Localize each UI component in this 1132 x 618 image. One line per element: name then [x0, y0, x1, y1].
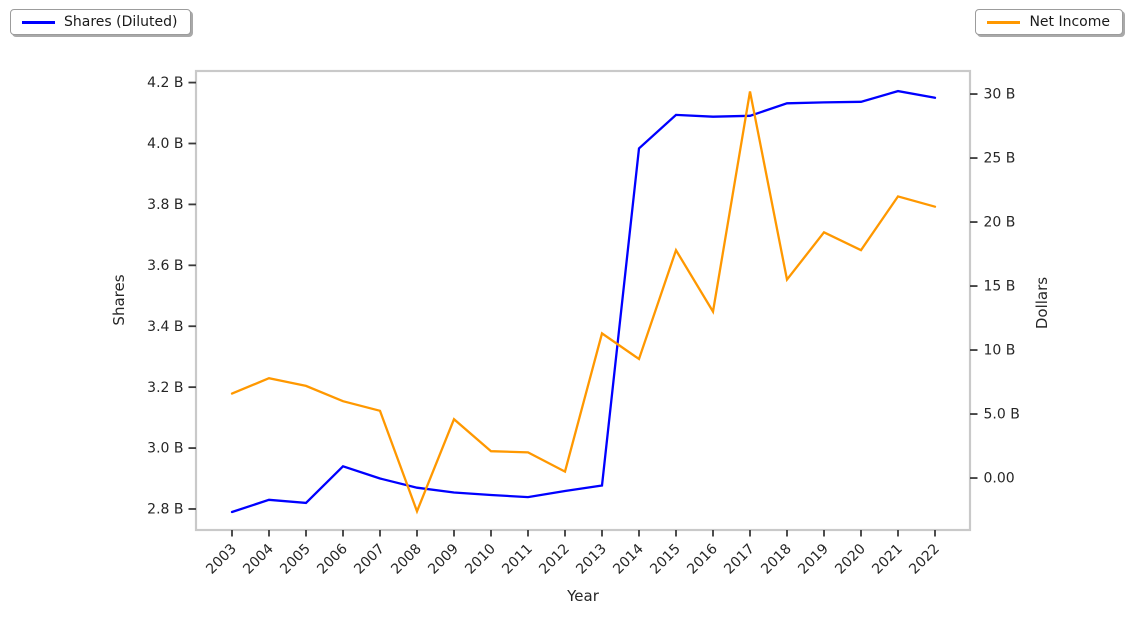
left-axis-title: Shares [110, 274, 128, 325]
x-axis-tick-label: 2021 [869, 541, 906, 578]
x-axis-tick-label: 2009 [425, 541, 462, 578]
x-axis-tick-label: 2020 [832, 541, 869, 578]
left-axis-tick-label: 3.0 B [147, 441, 183, 457]
legend-net-income-label: Net Income [1029, 14, 1110, 30]
legend-net-income: Net Income [975, 9, 1123, 35]
x-axis-tick-label: 2003 [203, 541, 240, 578]
x-axis-tick-label: 2004 [240, 541, 277, 578]
left-axis-tick-label: 4.0 B [147, 136, 183, 152]
right-axis-title: Dollars [1033, 277, 1051, 329]
x-axis-tick-label: 2007 [351, 541, 388, 578]
x-axis-tick-label: 2014 [610, 541, 647, 578]
right-axis-tick-label: 25 B [984, 151, 1016, 167]
x-axis-tick-label: 2011 [499, 541, 536, 578]
x-axis-tick-label: 2017 [721, 541, 758, 578]
shares-line-swatch [22, 20, 55, 24]
x-axis-tick-label: 2016 [684, 541, 721, 578]
left-axis-tick-label: 3.4 B [147, 319, 183, 335]
legend-shares-diluted: Shares (Diluted) [10, 9, 191, 35]
x-axis-tick-label: 2005 [277, 541, 314, 578]
x-axis-tick-label: 2015 [647, 541, 684, 578]
x-axis-tick-label: 2010 [462, 541, 499, 578]
legend-shares-label: Shares (Diluted) [64, 14, 178, 30]
right-axis-tick-label: 30 B [984, 87, 1016, 103]
x-axis-tick-label: 2012 [536, 541, 573, 578]
plot-border [194, 69, 972, 532]
x-axis-title: Year [566, 587, 600, 605]
net-income-line [230, 91, 937, 515]
left-axis-tick-label: 4.2 B [147, 75, 183, 91]
net-income-line-swatch [987, 20, 1021, 24]
x-axis-tick-label: 2013 [573, 541, 610, 578]
shares-line [230, 89, 937, 514]
left-axis-tick-label: 3.6 B [147, 258, 183, 274]
x-axis-tick-label: 2008 [388, 541, 425, 578]
right-axis-tick-label: 10 B [984, 343, 1016, 359]
right-axis-tick-label: 5.0 B [984, 407, 1020, 423]
x-axis-tick-label: 2006 [314, 541, 351, 578]
right-axis-tick-label: 20 B [984, 215, 1016, 231]
x-axis-tick-label: 2022 [906, 541, 943, 578]
right-axis-tick-label: 15 B [984, 279, 1016, 295]
left-axis-tick-label: 2.8 B [147, 502, 183, 518]
left-axis-tick-label: 3.8 B [147, 197, 183, 213]
x-axis-tick-label: 2019 [795, 541, 832, 578]
left-axis-tick-label: 3.2 B [147, 380, 183, 396]
x-axis-tick-label: 2018 [758, 541, 795, 578]
right-axis-tick-label: 0.00 [984, 471, 1015, 487]
